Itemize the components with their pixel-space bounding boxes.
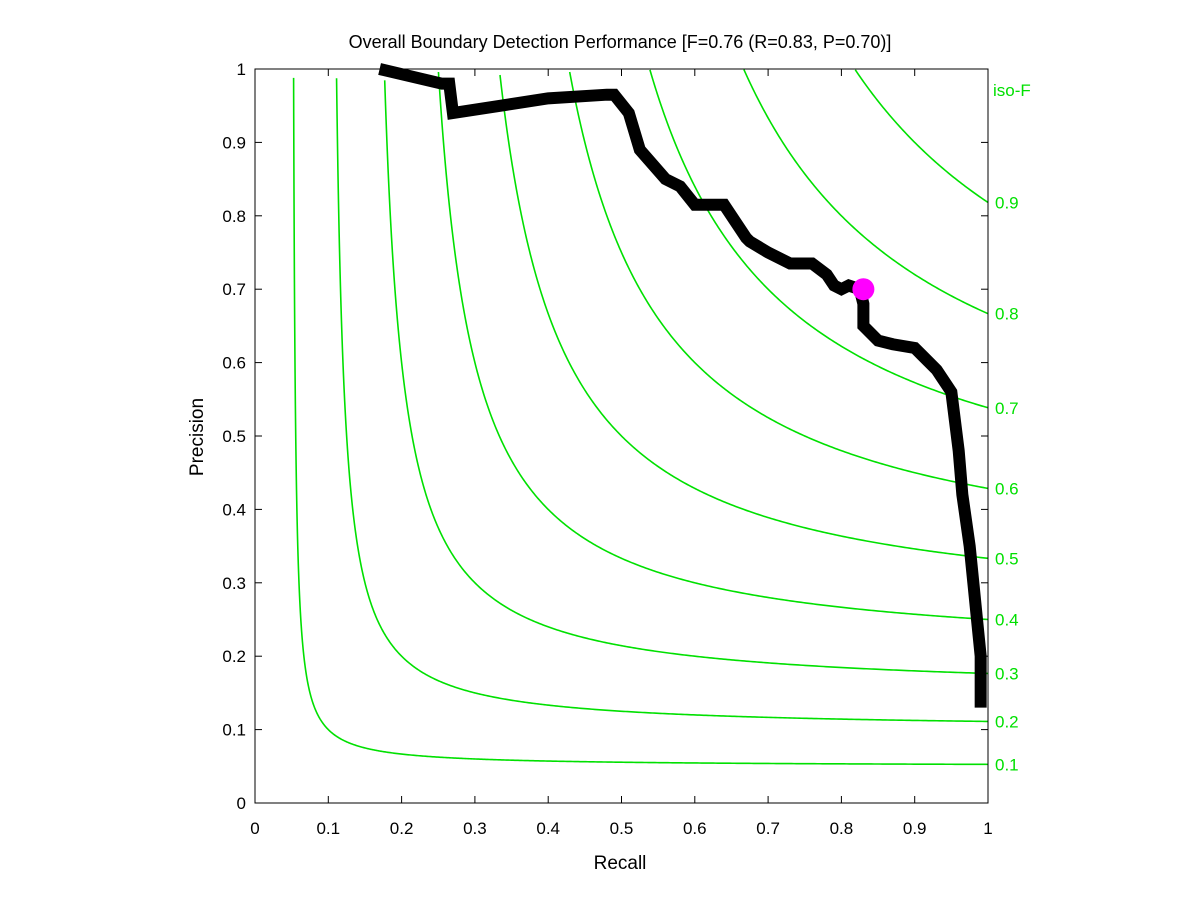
x-axis-ticks: 0 0.1 0.2 0.3 0.4 0.5 0.6 0.7 0.8 0.9 1 [250, 69, 992, 838]
y-tick-label: 0.6 [222, 354, 246, 373]
chart-title: Overall Boundary Detection Performance [… [349, 32, 892, 52]
x-tick-label: 0.6 [683, 819, 707, 838]
iso-f-label-0.6: 0.6 [995, 479, 1019, 498]
x-tick-label: 0.3 [463, 819, 487, 838]
y-tick-label: 0.1 [222, 721, 246, 740]
x-axis-label: Recall [594, 853, 647, 874]
x-tick-label: 0.7 [756, 819, 780, 838]
iso-f-labels: 0.1 0.2 0.3 0.4 0.5 0.6 0.7 0.8 0.9 [995, 193, 1019, 774]
iso-f-curve-0.7 [650, 70, 988, 408]
x-tick-label: 0 [250, 819, 259, 838]
iso-f-curve-0.8 [744, 70, 988, 314]
iso-f-label-0.9: 0.9 [995, 193, 1019, 212]
iso-f-label-0.8: 0.8 [995, 305, 1019, 324]
y-tick-label: 0.5 [222, 427, 246, 446]
y-tick-label: 1 [237, 60, 246, 79]
x-tick-label: 0.8 [830, 819, 854, 838]
iso-f-curve-0.1 [294, 78, 988, 764]
iso-f-label-0.4: 0.4 [995, 611, 1019, 630]
y-tick-label: 0.7 [222, 280, 246, 299]
iso-f-curve-0.5 [500, 75, 988, 558]
iso-f-label-0.2: 0.2 [995, 712, 1019, 731]
x-tick-label: 0.5 [610, 819, 634, 838]
y-tick-label: 0.8 [222, 207, 246, 226]
iso-f-label-0.7: 0.7 [995, 399, 1019, 418]
best-point-layer [852, 278, 874, 300]
best-f-point [852, 278, 874, 300]
x-tick-label: 0.2 [390, 819, 414, 838]
y-tick-label: 0 [237, 794, 246, 813]
iso-f-label-0.5: 0.5 [995, 549, 1019, 568]
x-tick-label: 0.4 [536, 819, 560, 838]
iso-f-curves [294, 70, 988, 765]
y-axis-label: Precision [187, 398, 208, 476]
y-tick-label: 0.4 [222, 500, 246, 519]
x-tick-label: 0.1 [316, 819, 340, 838]
x-tick-label: 1 [983, 819, 992, 838]
y-tick-label: 0.2 [222, 647, 246, 666]
iso-f-legend-label: iso-F [993, 81, 1031, 100]
x-tick-label: 0.9 [903, 819, 927, 838]
y-tick-label: 0.9 [222, 133, 246, 152]
iso-f-label-0.3: 0.3 [995, 664, 1019, 683]
y-tick-label: 0.3 [222, 574, 246, 593]
iso-f-label-0.1: 0.1 [995, 755, 1019, 774]
iso-f-curve-0.9 [855, 70, 988, 203]
